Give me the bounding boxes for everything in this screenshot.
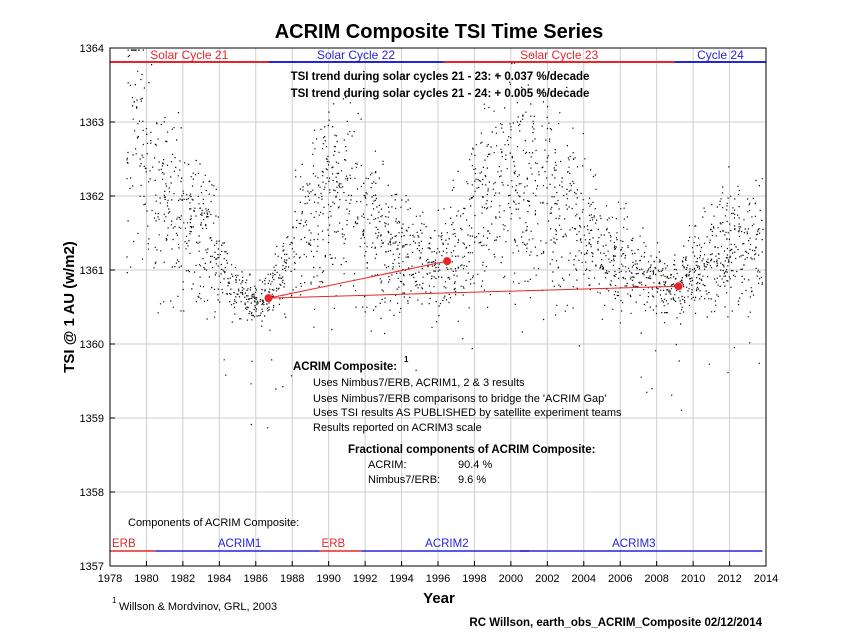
footnote: 1 Willson & Mordvinov, GRL, 2003 xyxy=(112,596,277,613)
x-tick-label: 2014 xyxy=(754,573,778,585)
x-axis-ticks: 1978 1980 1982 1984 1986 1988 1990 1992 1994 1996… xyxy=(98,561,778,585)
cycle-label: Solar Cycle 21 xyxy=(150,48,228,62)
fractional-acrim-value: 90.4 % xyxy=(458,459,492,471)
component-label: ACRIM3 xyxy=(612,538,655,550)
composite-note-line-3: Uses TSI results AS PUBLISHED by satelli… xyxy=(313,407,622,419)
component-label: ERB xyxy=(112,538,136,550)
y-tick-label: 1361 xyxy=(80,265,104,277)
x-tick-label: 1982 xyxy=(171,573,195,585)
cycle-minima-markers xyxy=(264,257,683,303)
cycle-label: Solar Cycle 23 xyxy=(520,48,598,62)
trend-text-21-24: TSI trend during solar cycles 21 - 24: +… xyxy=(291,88,590,100)
fractional-erb-name: Nimbus7/ERB: xyxy=(368,474,440,486)
component-label: ERB xyxy=(322,538,346,550)
trend-line xyxy=(268,260,448,299)
composite-note-line-4: Results reported on ACRIM3 scale xyxy=(313,422,482,434)
composite-components: ERB ACRIM1 ERB ACRIM2 ACRIM3 xyxy=(110,538,763,552)
x-tick-label: 2006 xyxy=(608,573,632,585)
x-tick-label: 2000 xyxy=(499,573,523,585)
grid-lines xyxy=(110,48,766,566)
y-axis-label: TSI @ 1 AU (w/m2) xyxy=(61,241,78,373)
x-tick-label: 1986 xyxy=(244,573,268,585)
y-tick-label: 1360 xyxy=(80,339,104,351)
y-tick-label: 1363 xyxy=(80,117,104,129)
x-tick-label: 2012 xyxy=(717,573,741,585)
cycle-minimum-point xyxy=(674,282,683,291)
footnote-superscript: 1 xyxy=(112,596,117,605)
cycle-label: Cycle 24 xyxy=(697,48,744,62)
y-tick-label: 1358 xyxy=(80,487,104,499)
components-title: Components of ACRIM Composite: xyxy=(128,517,299,529)
composite-note-line-1: Uses Nimbus7/ERB, ACRIM1, 2 & 3 results xyxy=(313,377,525,389)
y-tick-label: 1364 xyxy=(80,43,104,55)
composite-note-line-2: Uses Nimbus7/ERB comparisons to bridge t… xyxy=(313,393,606,405)
tsi-data-points xyxy=(126,49,764,429)
fractional-erb-value: 9.6 % xyxy=(458,474,486,486)
composite-note: ACRIM Composite: 1 Uses Nimbus7/ERB, ACR… xyxy=(293,355,622,434)
component-label: ACRIM1 xyxy=(218,538,261,550)
y-tick-label: 1359 xyxy=(80,413,104,425)
x-tick-label: 2004 xyxy=(572,573,596,585)
composite-note-superscript: 1 xyxy=(404,355,409,364)
cycle-minimum-point xyxy=(443,257,452,266)
x-tick-label: 2002 xyxy=(535,573,559,585)
credit-text: RC Willson, earth_obs_ACRIM_Composite 02… xyxy=(469,617,762,629)
component-label: ACRIM2 xyxy=(425,538,468,550)
x-tick-label: 1994 xyxy=(389,573,413,585)
y-tick-label: 1357 xyxy=(80,561,104,573)
x-tick-label: 1992 xyxy=(353,573,377,585)
fractional-components: Fractional components of ACRIM Composite… xyxy=(348,444,595,486)
trend-line xyxy=(268,285,679,299)
solar-cycle-bars: Solar Cycle 21 Solar Cycle 22 Solar Cycle … xyxy=(110,48,766,63)
x-tick-label: 1996 xyxy=(426,573,450,585)
x-tick-label: 1988 xyxy=(280,573,304,585)
x-tick-label: 1990 xyxy=(316,573,340,585)
fractional-acrim-name: ACRIM: xyxy=(368,459,407,471)
chart-title: ACRIM Composite TSI Time Series xyxy=(275,21,604,43)
footnote-text: Willson & Mordvinov, GRL, 2003 xyxy=(119,601,277,613)
x-axis-label: Year xyxy=(423,590,455,607)
x-tick-label: 1998 xyxy=(462,573,486,585)
tsi-scatter xyxy=(126,49,764,429)
y-axis-ticks: 1357 1358 1359 1360 1361 1362 1363 1364 xyxy=(80,43,115,573)
trend-text-21-23: TSI trend during solar cycles 21 - 23: +… xyxy=(291,71,590,83)
x-tick-label: 1978 xyxy=(98,573,122,585)
y-tick-label: 1362 xyxy=(80,191,104,203)
x-tick-label: 1980 xyxy=(134,573,158,585)
cycle-label: Solar Cycle 22 xyxy=(317,48,395,62)
x-tick-label: 2010 xyxy=(681,573,705,585)
cycle-minimum-point xyxy=(264,294,273,303)
trend-lines xyxy=(268,260,679,299)
x-tick-label: 1984 xyxy=(207,573,231,585)
composite-note-title: ACRIM Composite: xyxy=(293,361,397,373)
fractional-title: Fractional components of ACRIM Composite… xyxy=(348,444,595,456)
x-tick-label: 2008 xyxy=(644,573,668,585)
